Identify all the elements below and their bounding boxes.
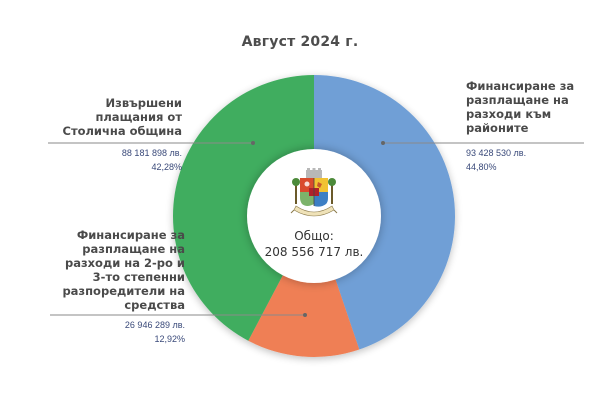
chart-title: Август 2024 г. bbox=[241, 34, 359, 50]
segment-percent-districts: 44,80% bbox=[466, 162, 497, 172]
segment-percent-secondary-spenders: 12,92% bbox=[154, 334, 185, 344]
segment-municipality bbox=[172, 75, 314, 341]
donut-ring bbox=[172, 75, 455, 357]
segment-label-secondary-spenders: Финансиране за разплащане на разходи на … bbox=[62, 228, 185, 312]
total-value: 208 556 717 лв. bbox=[264, 245, 364, 259]
leader-lines bbox=[48, 141, 584, 317]
segment-amount-districts: 93 428 530 лв. bbox=[466, 148, 527, 158]
segment-amount-municipality: 88 181 898 лв. bbox=[121, 148, 182, 158]
total-label: Общо: bbox=[294, 229, 334, 243]
segment-label-districts: Финансиране за разплащане на разходи към… bbox=[466, 79, 575, 135]
segment-secondary-spenders bbox=[248, 269, 360, 357]
segment-label-municipality: Извършени плащания от Столична община bbox=[62, 96, 183, 138]
sofia-coat-of-arms-icon bbox=[290, 168, 338, 217]
segment-amount-secondary-spenders: 26 946 289 лв. bbox=[124, 320, 185, 330]
segment-percent-municipality: 42,28% bbox=[151, 162, 182, 172]
segment-districts bbox=[314, 75, 455, 350]
